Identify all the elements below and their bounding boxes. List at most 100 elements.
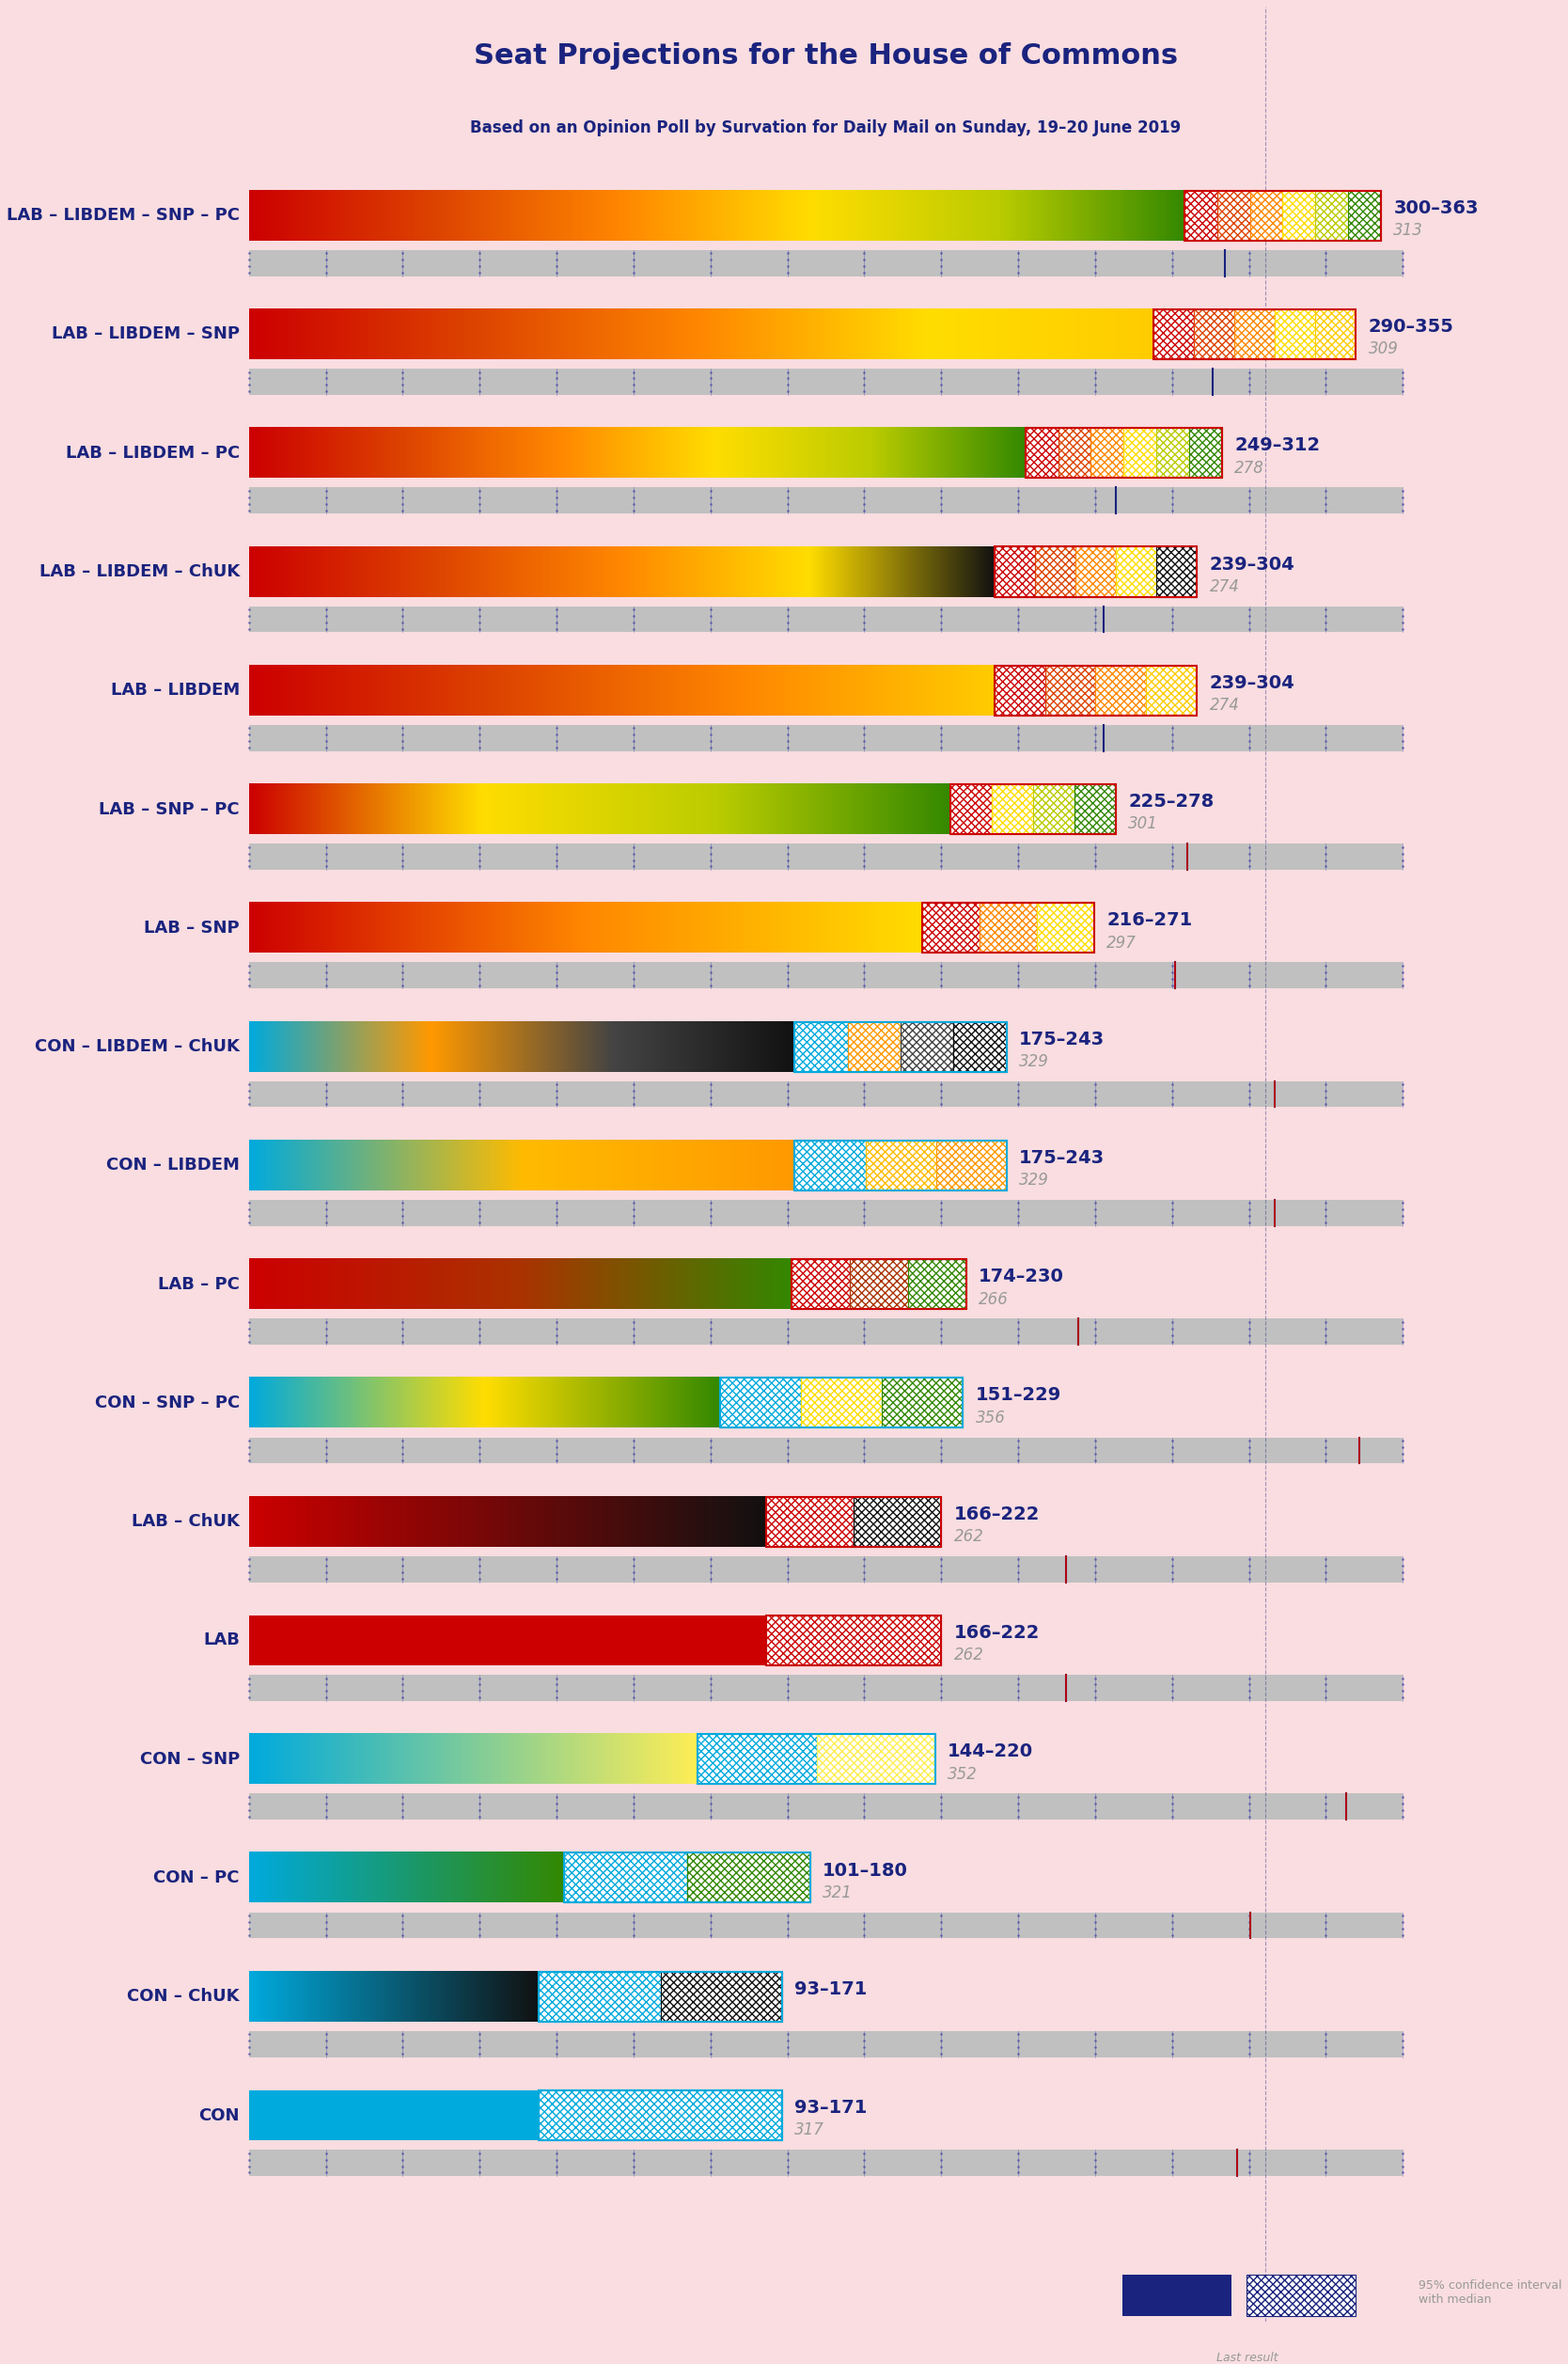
Bar (660, 1972, 782, 2021)
Bar (249, 726, 1403, 752)
Bar (795, 1021, 1007, 1071)
Bar (994, 667, 1196, 716)
Bar (249, 1794, 1403, 1820)
Text: CON – LIBDEM – ChUK: CON – LIBDEM – ChUK (34, 1038, 240, 1054)
Bar (767, 1496, 941, 1546)
Text: 321: 321 (823, 1884, 853, 1901)
Bar (249, 1437, 1403, 1463)
Bar (922, 903, 1094, 953)
Bar (249, 487, 1403, 513)
Bar (1275, 310, 1316, 359)
Bar (1234, 310, 1275, 359)
Bar (249, 251, 1403, 277)
Bar (539, 1972, 782, 2021)
Bar (1025, 428, 1221, 478)
Bar (564, 1853, 811, 1903)
Bar (922, 903, 980, 953)
Bar (249, 2090, 539, 2139)
Text: 93–171: 93–171 (795, 2099, 867, 2116)
Text: 278: 278 (1234, 459, 1264, 478)
Bar (1116, 546, 1156, 596)
Bar (249, 1319, 1403, 1345)
Bar (994, 546, 1035, 596)
Text: 301: 301 (1129, 816, 1159, 832)
Bar (539, 2090, 782, 2139)
Bar (950, 785, 1116, 834)
Text: 175–243: 175–243 (1019, 1031, 1105, 1047)
Text: 93–171: 93–171 (795, 1981, 867, 1998)
Bar (795, 1021, 848, 1071)
Bar (1076, 546, 1116, 596)
Bar (539, 2090, 782, 2139)
Bar (817, 1735, 935, 1785)
Bar (1193, 310, 1234, 359)
Text: 151–229: 151–229 (975, 1385, 1062, 1404)
Bar (1184, 191, 1217, 241)
Bar (249, 2149, 1403, 2175)
Bar (936, 1139, 1007, 1191)
Bar (687, 1853, 811, 1903)
Text: CON – SNP – PC: CON – SNP – PC (94, 1395, 240, 1411)
Text: 144–220: 144–220 (947, 1742, 1033, 1761)
Bar (720, 1378, 801, 1428)
Bar (539, 1972, 782, 2021)
Text: CON – ChUK: CON – ChUK (127, 1988, 240, 2005)
Bar (850, 1260, 908, 1310)
Bar (994, 546, 1196, 596)
Text: Seat Projections for the House of Commons: Seat Projections for the House of Common… (474, 43, 1178, 69)
Bar (848, 1021, 900, 1071)
Bar (249, 2031, 1403, 2057)
Text: 313: 313 (1394, 222, 1424, 239)
Bar (249, 1674, 1403, 1702)
Text: 225–278: 225–278 (1129, 792, 1214, 811)
Bar (1035, 546, 1076, 596)
Bar (953, 1021, 1007, 1071)
Bar (994, 667, 1196, 716)
Bar (1217, 191, 1250, 241)
Text: 329: 329 (1019, 1173, 1049, 1189)
Bar (1184, 191, 1381, 241)
Bar (564, 1853, 687, 1903)
Bar (994, 546, 1196, 596)
Text: 216–271: 216–271 (1107, 913, 1192, 929)
Bar (698, 1735, 817, 1785)
Text: 95% confidence interval
with median: 95% confidence interval with median (1419, 2279, 1562, 2305)
Text: 309: 309 (1369, 340, 1399, 357)
Bar (1152, 310, 1356, 359)
Text: 290–355: 290–355 (1369, 317, 1454, 336)
Text: 297: 297 (1107, 934, 1137, 950)
Bar (720, 1378, 963, 1428)
Text: 317: 317 (795, 2123, 825, 2139)
Text: 300–363: 300–363 (1394, 199, 1479, 217)
Bar (1156, 428, 1189, 478)
Text: 175–243: 175–243 (1019, 1149, 1105, 1168)
Text: LAB – LIBDEM – SNP – PC: LAB – LIBDEM – SNP – PC (6, 208, 240, 225)
Bar (1283, 191, 1316, 241)
Bar (1124, 428, 1156, 478)
Bar (1152, 310, 1356, 359)
Bar (1091, 428, 1124, 478)
Bar (539, 1972, 660, 2021)
Text: CON – SNP: CON – SNP (140, 1752, 240, 1768)
Text: LAB – PC: LAB – PC (158, 1277, 240, 1293)
Bar (994, 667, 1044, 716)
Text: LAB: LAB (202, 1631, 240, 1648)
Bar (767, 1615, 941, 1664)
Bar (1184, 191, 1381, 241)
Bar (249, 962, 1403, 988)
Text: 249–312: 249–312 (1234, 437, 1320, 454)
Text: 101–180: 101–180 (823, 1860, 908, 1879)
Text: LAB – LIBDEM: LAB – LIBDEM (111, 681, 240, 700)
Bar (980, 903, 1036, 953)
Text: 352: 352 (947, 1766, 977, 1782)
Bar (249, 1556, 1403, 1582)
Bar (720, 1378, 963, 1428)
Text: LAB – LIBDEM – SNP: LAB – LIBDEM – SNP (52, 326, 240, 343)
Bar (908, 1260, 966, 1310)
Text: CON – LIBDEM: CON – LIBDEM (107, 1156, 240, 1175)
Text: 166–222: 166–222 (953, 1506, 1040, 1522)
Bar (249, 844, 1403, 870)
Bar (801, 1378, 881, 1428)
Bar (795, 1139, 866, 1191)
Bar (795, 1021, 1007, 1071)
